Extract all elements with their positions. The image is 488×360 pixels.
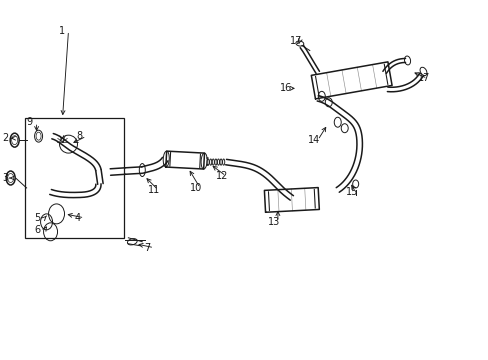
Text: 6: 6 [35,225,41,235]
Text: 8: 8 [76,131,82,141]
Text: 10: 10 [190,183,202,193]
Text: 14: 14 [307,135,320,145]
Text: 16: 16 [279,84,291,93]
Text: 1: 1 [59,26,64,36]
Text: 4: 4 [74,213,81,223]
Text: 2: 2 [2,133,9,143]
Bar [24,118,124,238]
Text: 11: 11 [148,185,160,195]
Text: 17: 17 [289,36,302,46]
Text: 7: 7 [144,243,150,253]
Text: 5: 5 [35,213,41,223]
Text: 13: 13 [267,217,280,227]
Text: 17: 17 [417,73,429,84]
Text: 15: 15 [345,187,357,197]
Text: 12: 12 [216,171,228,181]
Text: 3: 3 [2,173,9,183]
Text: 9: 9 [26,117,33,127]
